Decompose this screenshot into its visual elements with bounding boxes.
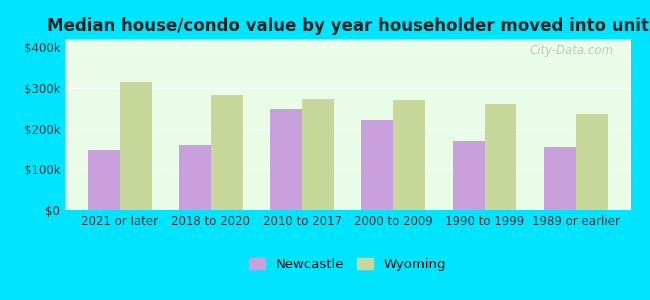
- Bar: [484, 104, 517, 210]
- Bar: [393, 100, 425, 210]
- Bar: [452, 141, 484, 210]
- Bar: [361, 120, 393, 210]
- Bar: [270, 109, 302, 210]
- Bar: [120, 82, 151, 210]
- Title: Median house/condo value by year householder moved into unit: Median house/condo value by year househo…: [47, 17, 649, 35]
- Bar: [544, 147, 576, 210]
- Bar: [179, 145, 211, 210]
- Bar: [302, 99, 334, 210]
- Bar: [88, 150, 120, 210]
- Bar: [211, 95, 243, 210]
- Bar: [576, 114, 608, 210]
- Text: City-Data.com: City-Data.com: [529, 44, 614, 57]
- Legend: Newcastle, Wyoming: Newcastle, Wyoming: [245, 254, 450, 275]
